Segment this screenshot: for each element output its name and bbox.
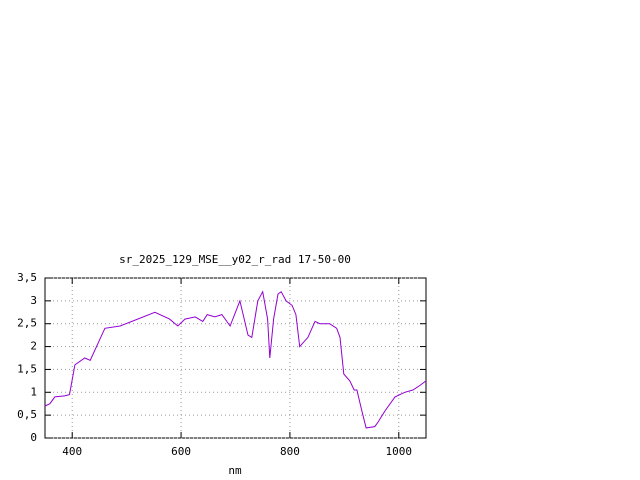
y-tick-label: 2 [30, 340, 37, 353]
y-tick-label: 3 [30, 294, 37, 307]
y-tick-label: 0 [30, 431, 37, 444]
x-tick-label: 600 [171, 445, 191, 458]
y-tick-label: 3,5 [17, 271, 37, 284]
y-tick-label: 1 [30, 385, 37, 398]
y-tick-label: 2,5 [17, 317, 37, 330]
x-tick-label: 400 [62, 445, 82, 458]
y-tick-label: 1,5 [17, 362, 37, 375]
plot-frame [44, 277, 427, 439]
y-tick-label: 0,5 [17, 408, 37, 421]
chart-title: sr_2025_129_MSE__y02_r_rad 17-50-00 [119, 253, 351, 266]
x-tick-label: 800 [280, 445, 300, 458]
x-axis-label: nm [228, 464, 242, 477]
x-tick-label: 1000 [386, 445, 413, 458]
data-line [44, 290, 427, 429]
